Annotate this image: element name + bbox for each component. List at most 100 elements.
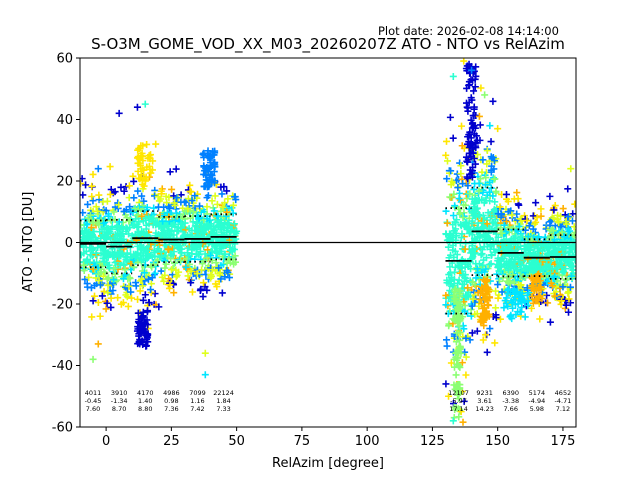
x-tick-label: 150 — [485, 434, 510, 449]
data-point — [91, 262, 99, 270]
data-point — [220, 240, 228, 248]
data-point — [451, 202, 459, 210]
data-point — [504, 197, 512, 205]
data-point — [504, 266, 512, 274]
data-point — [88, 182, 96, 190]
data-point — [212, 280, 220, 288]
data-point — [151, 269, 159, 277]
data-point — [125, 182, 133, 190]
data-point — [130, 263, 138, 271]
data-point — [456, 292, 464, 300]
data-point — [566, 299, 574, 307]
data-point — [443, 219, 451, 227]
bin-stat-label: 4986 — [163, 389, 180, 397]
y-tick-label: 20 — [56, 175, 73, 190]
bin-stat-label: -1.34 — [111, 397, 128, 405]
data-point — [452, 338, 460, 346]
data-point — [479, 261, 487, 269]
data-point — [443, 137, 451, 145]
data-point — [471, 194, 479, 202]
data-point — [216, 221, 224, 229]
data-point — [104, 281, 112, 289]
data-point — [99, 272, 107, 280]
data-point — [187, 279, 195, 287]
data-point — [92, 249, 100, 257]
data-point — [484, 235, 492, 243]
data-point — [483, 348, 491, 356]
data-point — [120, 187, 128, 195]
data-point — [546, 192, 554, 200]
data-point — [506, 277, 514, 285]
data-point — [489, 97, 497, 105]
data-point — [137, 312, 145, 320]
scatter-points — [80, 58, 576, 426]
data-point — [468, 66, 476, 74]
data-point — [143, 254, 151, 262]
data-point — [449, 212, 457, 220]
data-point — [466, 190, 474, 198]
data-point — [130, 250, 138, 258]
data-point — [500, 304, 508, 312]
data-point — [95, 276, 103, 284]
data-point — [223, 259, 231, 267]
data-point — [218, 190, 226, 198]
data-point — [473, 310, 481, 318]
data-point — [201, 167, 209, 175]
data-point — [172, 273, 180, 281]
data-point — [231, 252, 239, 260]
data-point — [529, 275, 537, 283]
data-point — [494, 294, 502, 302]
data-point — [101, 218, 109, 226]
data-point — [451, 363, 459, 371]
data-point — [463, 103, 471, 111]
data-point — [110, 234, 118, 242]
data-point — [561, 304, 569, 312]
data-point — [460, 58, 468, 65]
data-point — [158, 273, 166, 281]
data-point — [203, 203, 211, 211]
data-point — [555, 219, 563, 227]
data-point — [562, 301, 570, 309]
data-point — [138, 244, 146, 252]
data-point — [172, 209, 180, 217]
data-point — [154, 203, 162, 211]
data-point — [456, 196, 464, 204]
data-point — [552, 283, 560, 291]
data-point — [549, 227, 557, 235]
data-point — [537, 212, 545, 220]
data-point — [206, 159, 214, 167]
data-point — [491, 198, 499, 206]
data-point — [559, 267, 567, 275]
data-point — [451, 263, 459, 271]
data-point — [558, 228, 566, 236]
data-point — [138, 212, 146, 220]
data-point — [168, 266, 176, 274]
data-point — [505, 258, 513, 266]
data-point — [457, 349, 465, 357]
data-point — [472, 274, 480, 282]
data-point — [487, 184, 495, 192]
data-point — [470, 154, 478, 162]
data-point — [125, 274, 133, 282]
data-point — [471, 83, 479, 91]
data-point — [207, 220, 215, 228]
data-point — [445, 392, 453, 400]
y-tick-label: -20 — [52, 298, 73, 313]
data-point — [483, 277, 491, 285]
data-point — [534, 297, 542, 305]
data-point — [544, 299, 552, 307]
data-point — [476, 136, 484, 144]
data-point — [483, 220, 491, 228]
data-point — [199, 150, 207, 158]
data-point — [449, 72, 457, 80]
data-point — [171, 216, 179, 224]
data-point — [196, 286, 204, 294]
data-point — [509, 304, 517, 312]
bin-stat-label: 8.70 — [112, 405, 126, 413]
bin-stat-label: 7.33 — [216, 405, 230, 413]
data-point — [442, 151, 450, 159]
data-point — [188, 288, 196, 296]
data-point — [514, 237, 522, 245]
data-point — [455, 205, 463, 213]
data-point — [207, 170, 215, 178]
